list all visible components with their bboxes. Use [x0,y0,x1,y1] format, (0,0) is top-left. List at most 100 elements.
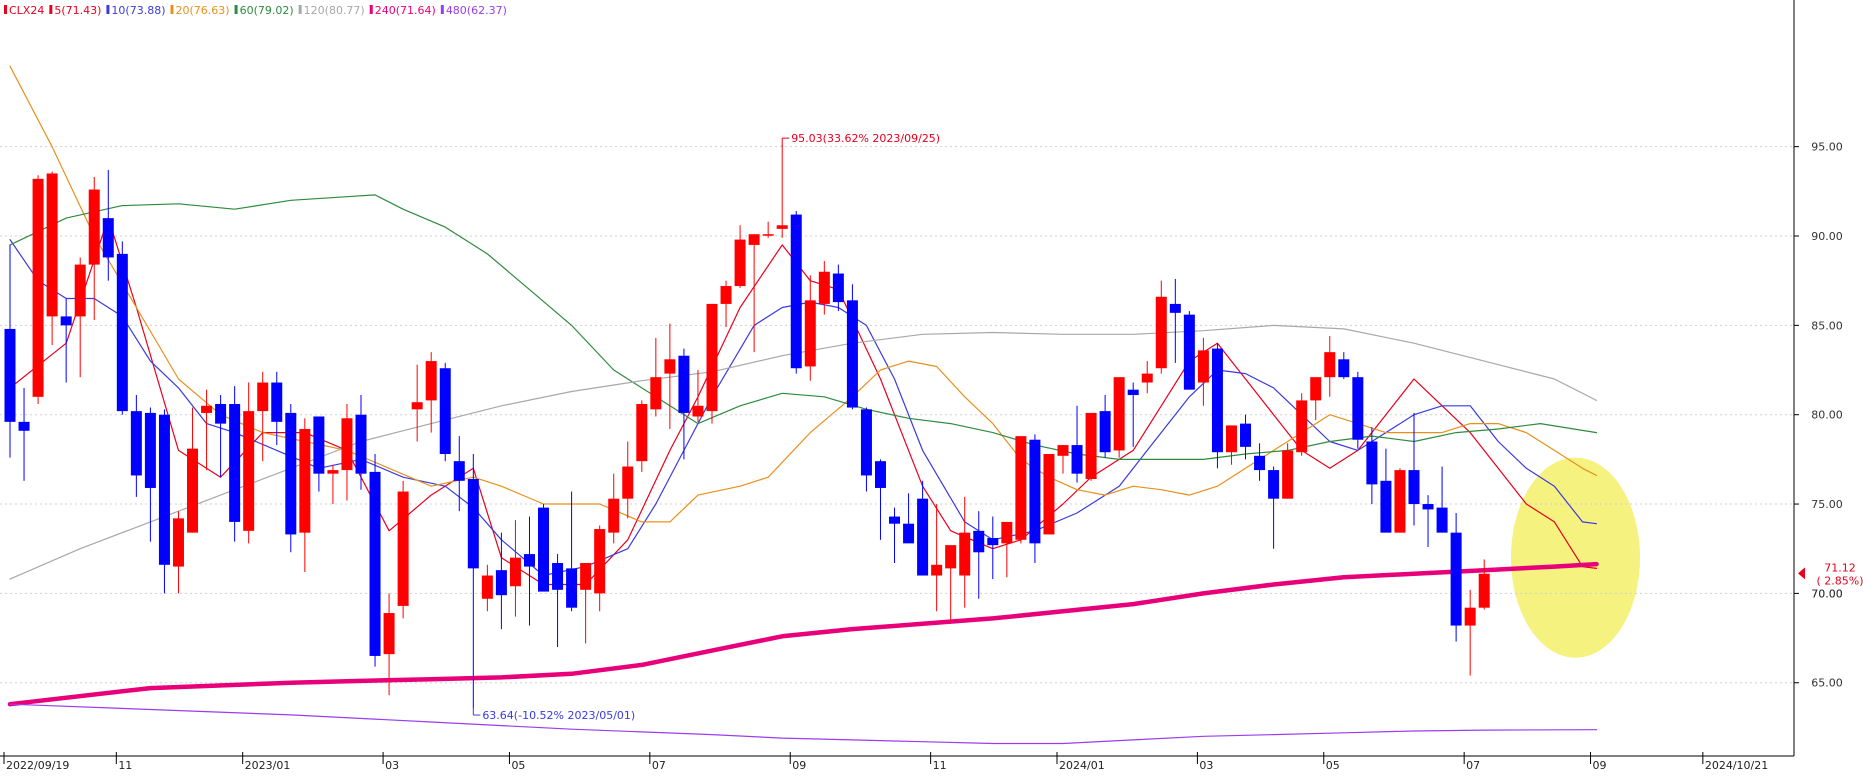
candle-body [1464,607,1476,626]
candle-body [1366,441,1378,485]
x-tick-label: 2023/01 [245,759,291,772]
candle [327,464,339,505]
ma-line-120 [9,324,1598,580]
grid-layer [0,146,1794,684]
candle [987,516,999,580]
legend-swatch [369,5,373,14]
candle-body [1001,521,1013,544]
candle-body [425,361,437,401]
legend-item: 10(73.88) [111,4,165,17]
candle [931,504,943,612]
candle [453,436,465,512]
candle [425,352,437,433]
candle-body [1352,377,1364,440]
candle [201,389,213,471]
last-price-change: ( 2.85%) [1816,574,1863,587]
candle [1225,425,1237,465]
candle [130,395,142,497]
candle-body [678,355,690,413]
candle-body [88,189,100,265]
candle-body [257,382,269,412]
legend-swatch [298,5,302,14]
candle [1422,495,1434,547]
candle-body [523,554,535,567]
candle-body [1394,470,1406,533]
candle-body [889,516,901,524]
candle-body [453,461,465,481]
candle [552,554,564,647]
candle-body [874,461,886,488]
candle [748,234,760,353]
candle-body [1169,303,1181,313]
candle-body [383,613,395,655]
candle-body [1099,411,1111,453]
candle-body [1183,314,1195,390]
candle-body [720,286,732,304]
candle-body [1450,532,1462,626]
y-tick-label: 70.00 [1811,587,1843,600]
candle [509,520,521,617]
candle [18,387,30,481]
legend: CLX24 5(71.43) 10(73.88) 20(76.63) 60(79.02)… [4,4,507,17]
legend-swatch [170,5,174,14]
candle [1464,589,1476,676]
candle-body [1338,359,1350,378]
legend-swatch [4,5,7,14]
candle-body [327,470,339,474]
candle [959,496,971,608]
candle [917,480,929,576]
candle [776,144,788,238]
legend-item: 240(71.64) [375,4,436,17]
x-tick-label: 09 [792,759,806,772]
candle [636,400,648,472]
candle-body [594,529,606,594]
candle [692,370,704,422]
candle [608,473,620,544]
candle-body [762,234,774,236]
candle-body [130,411,142,476]
legend-item: 20(76.63) [176,4,230,17]
candle [60,298,72,383]
candle [1099,395,1111,458]
candle-body [1240,423,1252,447]
candle-body [1324,352,1336,378]
annotation-label: 63.64(-10.52% 2023/05/01) [482,709,635,722]
candle-body [32,178,44,397]
candle [1197,337,1209,406]
candle-body [1225,425,1237,453]
candle [1296,393,1308,456]
candle-body [243,411,255,531]
candle [622,441,634,519]
candle [580,563,592,644]
highlight-ellipse [1510,457,1641,658]
candle-body [790,214,802,369]
candle [32,175,44,404]
candle [720,280,732,328]
candle [790,210,802,374]
candle [1310,377,1322,421]
candle [467,454,479,708]
candle [397,480,409,619]
candle-body [1380,480,1392,533]
candle-body [201,405,213,413]
last-price-value: 71.12 [1824,561,1856,574]
candle [1282,443,1294,499]
candle [1240,414,1252,460]
candle [832,264,844,312]
candle-body [1422,504,1434,510]
candle [243,382,255,544]
candle-body [636,403,648,462]
candle [1436,466,1448,533]
candle [1324,336,1336,397]
candle-body [74,264,86,317]
candle [1478,559,1490,610]
x-tick-label: 09 [1593,759,1607,772]
candle-body [538,507,550,592]
candle-body [411,402,423,410]
legend-swatch [49,5,53,14]
x-tick-label: 03 [1199,759,1213,772]
candle-layer [4,144,1490,708]
